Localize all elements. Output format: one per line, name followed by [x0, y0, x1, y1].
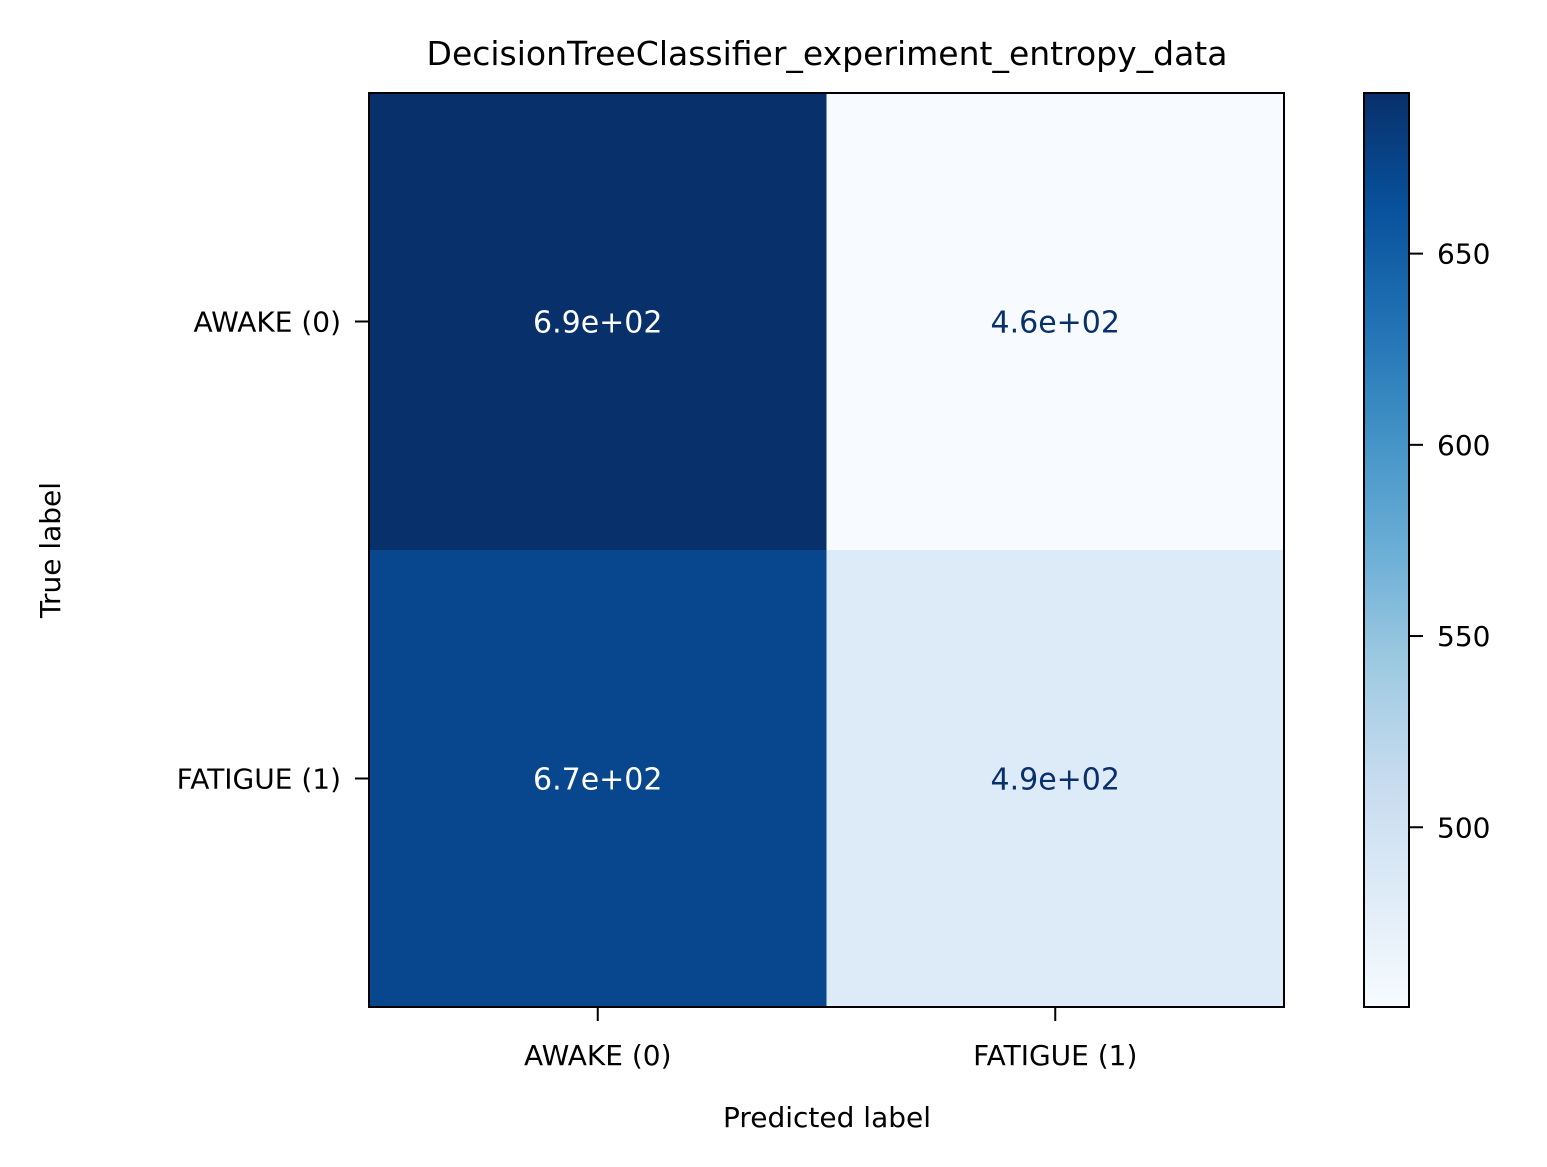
- cell-value-label: 4.9e+02: [991, 763, 1120, 798]
- x-tick-label: FATIGUE (1): [973, 1039, 1137, 1072]
- cell-value-label: 4.6e+02: [991, 306, 1120, 341]
- y-axis-ticks: AWAKE (0) FATIGUE (1): [177, 306, 369, 796]
- plot-frame: [368, 92, 1285, 1008]
- chart-title: DecisionTreeClassifier_experiment_entrop…: [427, 34, 1228, 73]
- x-axis-label: Predicted label: [723, 1101, 931, 1134]
- colorbar: [1363, 92, 1410, 1008]
- x-axis-ticks: AWAKE (0) FATIGUE (1): [524, 1007, 1137, 1072]
- colorbar-tick-label: 500: [1437, 811, 1490, 844]
- heatmap-cells: [369, 93, 1284, 1007]
- x-tick-label: AWAKE (0): [524, 1039, 672, 1072]
- colorbar-tick-label: 650: [1437, 238, 1490, 271]
- y-tick-label: AWAKE (0): [193, 306, 341, 339]
- colorbar-tick-label: 600: [1437, 429, 1490, 462]
- heatmap-cell: [369, 550, 827, 1007]
- cell-value-label: 6.9e+02: [533, 306, 662, 341]
- cell-value-labels: 6.9e+02 4.6e+02 6.7e+02 4.9e+02: [533, 306, 1120, 798]
- colorbar-tick-label: 550: [1437, 620, 1490, 653]
- y-axis-label: True label: [34, 482, 67, 619]
- heatmap-cell: [826, 93, 1284, 550]
- colorbar-ticks: 500 550 600 650: [1409, 238, 1490, 844]
- cell-value-label: 6.7e+02: [533, 763, 662, 798]
- heatmap-cell: [826, 550, 1284, 1007]
- y-tick-label: FATIGUE (1): [177, 763, 341, 796]
- heatmap-cell: [369, 93, 827, 550]
